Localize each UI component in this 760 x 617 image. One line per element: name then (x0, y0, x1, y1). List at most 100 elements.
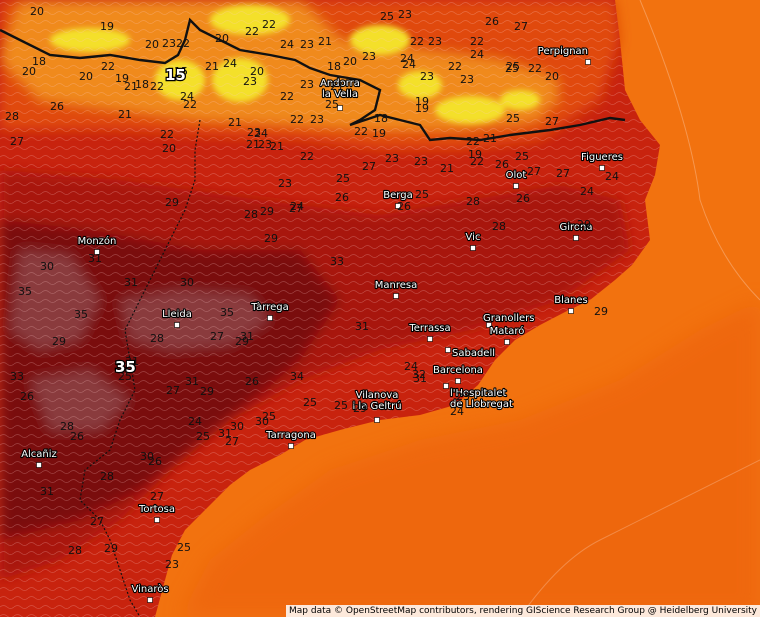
isotherm-value: 19 (115, 72, 129, 85)
isotherm-value: 24 (180, 90, 194, 103)
isotherm-value: 19 (100, 20, 114, 33)
isotherm-value: 22 (466, 135, 480, 148)
city-barcelona[interactable]: Barcelona (432, 364, 484, 384)
city-alcaniz[interactable]: Alcañiz (20, 448, 58, 468)
isotherm-value: 24 (580, 185, 594, 198)
isotherm-value: 23 (243, 75, 257, 88)
isotherm-value: 23 (414, 155, 428, 168)
isotherm-value: 20 (22, 65, 36, 78)
isotherm-value: 27 (514, 20, 528, 33)
city-label: Terrassa (408, 323, 450, 334)
isotherm-value: 21 (205, 60, 219, 73)
isotherm-value: 27 (90, 515, 104, 528)
isotherm-value: 22 (290, 113, 304, 126)
isotherm-value: 23 (362, 50, 376, 63)
isotherm-value: 28 (60, 420, 74, 433)
isotherm-value: 28 (68, 544, 82, 557)
isotherm-value: 23 (398, 8, 412, 21)
city-terrassa[interactable]: Terrassa (407, 322, 452, 342)
city-marker (393, 293, 399, 299)
isotherm-value: 24 (404, 360, 418, 373)
isotherm-value: 25 (118, 370, 132, 383)
city-label: l'Hospitalet (450, 388, 506, 399)
isotherm-value: 23 (385, 152, 399, 165)
city-blanes[interactable]: Blanes (553, 294, 589, 314)
city-label: Sabadell (452, 348, 495, 359)
city-label: i la Geltrú (352, 400, 401, 412)
city-manresa[interactable]: Manresa (374, 279, 418, 299)
city-label: Andorra (320, 78, 360, 89)
city-figueres[interactable]: Figueres (580, 151, 624, 171)
city-vinaros[interactable]: Vinaròs (130, 582, 170, 603)
city-marker (267, 315, 273, 321)
city-sabadell[interactable]: Sabadell (445, 347, 496, 360)
isotherm-value: 20 (79, 70, 93, 83)
city-marker (374, 417, 380, 423)
city-tortosa[interactable]: Tortosa (137, 503, 176, 523)
isotherm-value: 25 (506, 112, 520, 125)
isotherm-value: 22 (160, 128, 174, 141)
isotherm-value: 29 (165, 196, 179, 209)
city-girona[interactable]: Girona (558, 221, 594, 241)
isotherm-value: 18 (135, 78, 149, 91)
map-attribution: Map data © OpenStreetMap contributors, r… (286, 605, 760, 617)
city-mataro[interactable]: Mataró (488, 324, 526, 345)
isotherm-value: 31 (124, 276, 138, 289)
city-marker (568, 308, 574, 314)
city-monzon[interactable]: Monzón (77, 234, 117, 255)
isotherm-value: 19 (415, 95, 429, 108)
isotherm-value: 29 (594, 305, 608, 318)
city-olot[interactable]: Olot (505, 169, 528, 189)
city-granollers[interactable]: Granollers (482, 312, 536, 328)
city-tarragona[interactable]: Tarragona (264, 429, 317, 449)
isotherm-value: 19 (372, 127, 386, 140)
isotherm-value: 23 (460, 73, 474, 86)
isotherm-value: 22 (183, 98, 197, 111)
city-marker (470, 245, 476, 251)
isotherm-value: 20 (343, 55, 357, 68)
isotherm-value: 27 (362, 160, 376, 173)
isotherm-value: 23 (247, 126, 261, 139)
isotherm-value: 29 (260, 205, 274, 218)
isotherm-value: 23 (428, 35, 442, 48)
city-label: Tarragona (265, 430, 316, 441)
city-perpignan[interactable]: Perpignan (537, 45, 591, 65)
isotherm-value: 25 (515, 150, 529, 163)
france-spain-border (0, 17, 626, 142)
isotherm-value: 27 (210, 330, 224, 343)
isotherm-value: 22 (176, 37, 190, 50)
isotherm-value: 27 (545, 115, 559, 128)
city-tarrega[interactable]: Tàrrega (249, 300, 290, 321)
isotherm-value: 23 (300, 78, 314, 91)
city-label: Figueres (581, 152, 623, 163)
isotherm-value: 21 (124, 80, 138, 93)
city-lleida[interactable]: Lleida (161, 308, 193, 328)
city-label: Alcañiz (21, 449, 57, 460)
isotherm-value: 25 (336, 172, 350, 185)
city-vic[interactable]: Vic (464, 231, 482, 251)
isotherm-value: 23 (165, 558, 179, 571)
city-marker (504, 339, 510, 345)
isotherm-value: 24 (290, 200, 304, 213)
isotherm-value: 20 (162, 142, 176, 155)
city-marker (147, 597, 153, 603)
isotherm-value: 26 (495, 158, 509, 171)
isotherm-value: 24 (280, 38, 294, 51)
city-marker (443, 383, 449, 389)
isotherm-value: 31 (88, 252, 102, 265)
isotherm-value: 21 (440, 162, 454, 175)
isotherm-value: 31 (40, 485, 54, 498)
city-label: Blanes (554, 295, 587, 306)
isotherm-value: 31 (240, 330, 254, 343)
isotherm-value: 25 (505, 62, 519, 75)
city-berga[interactable]: Berga (382, 189, 414, 209)
isotherm-value: 33 (10, 370, 24, 383)
city-marker (445, 347, 451, 353)
isotherm-value: 24 (402, 58, 416, 71)
city-label: Vinaròs (131, 583, 168, 595)
